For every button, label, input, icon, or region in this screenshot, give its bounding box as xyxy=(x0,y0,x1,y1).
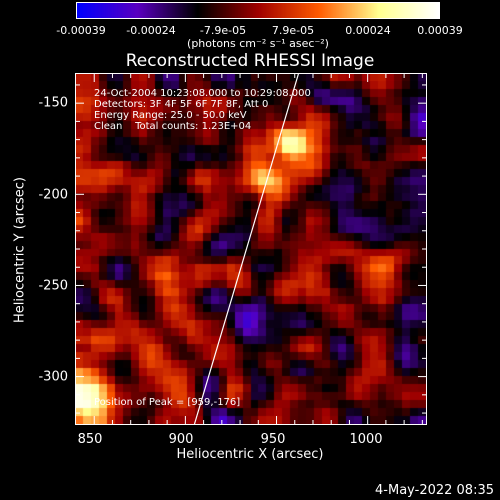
info-peak-position: Position of Peak = [959,-176] xyxy=(94,397,241,408)
x-tick-label: 900 xyxy=(168,432,194,447)
x-tick-label: 1000 xyxy=(349,432,383,447)
flux-map xyxy=(76,74,426,424)
y-tick-label: -250 xyxy=(38,278,68,294)
image-plot xyxy=(75,73,427,425)
colorbar-tick-label: 0.00039 xyxy=(417,24,463,37)
info-clean-counts: Clean Total counts: 1.23E+04 xyxy=(94,121,252,132)
colorbar-tick-label: -0.00039 xyxy=(56,24,106,37)
colorbar xyxy=(76,2,440,19)
colorbar-tick-label: -0.00024 xyxy=(126,24,176,37)
x-tick-label: 850 xyxy=(77,432,103,447)
plot-timestamp: 4-May-2022 08:35 xyxy=(375,483,494,498)
image-title: Reconstructed RHESSI Image xyxy=(125,51,375,71)
limb-overlay xyxy=(193,74,299,424)
y-tick-label: -200 xyxy=(38,187,68,203)
info-detectors: Detectors: 3F 4F 5F 6F 7F 8F, Att 0 xyxy=(94,99,269,110)
colorbar-tick-label: 0.00024 xyxy=(345,24,391,37)
y-axis-label: Heliocentric Y (arcsec) xyxy=(12,177,28,323)
y-tick-label: -300 xyxy=(38,369,68,385)
x-axis-label: Heliocentric X (arcsec) xyxy=(176,447,324,462)
colorbar-tick-label: 7.9e-05 xyxy=(271,24,315,37)
info-time-range: 24-Oct-2004 10:23:08.000 to 10:29:08.000 xyxy=(94,88,311,99)
colorbar-tick-label: -7.9e-05 xyxy=(199,24,247,37)
info-energy-range: Energy Range: 25.0 - 50.0 keV xyxy=(94,110,247,121)
colorbar-units: (photons cm⁻² s⁻¹ asec⁻²) xyxy=(187,37,329,50)
y-tick-label: -150 xyxy=(38,95,68,111)
x-tick-label: 950 xyxy=(260,432,286,447)
solar-limb-line xyxy=(193,74,299,424)
